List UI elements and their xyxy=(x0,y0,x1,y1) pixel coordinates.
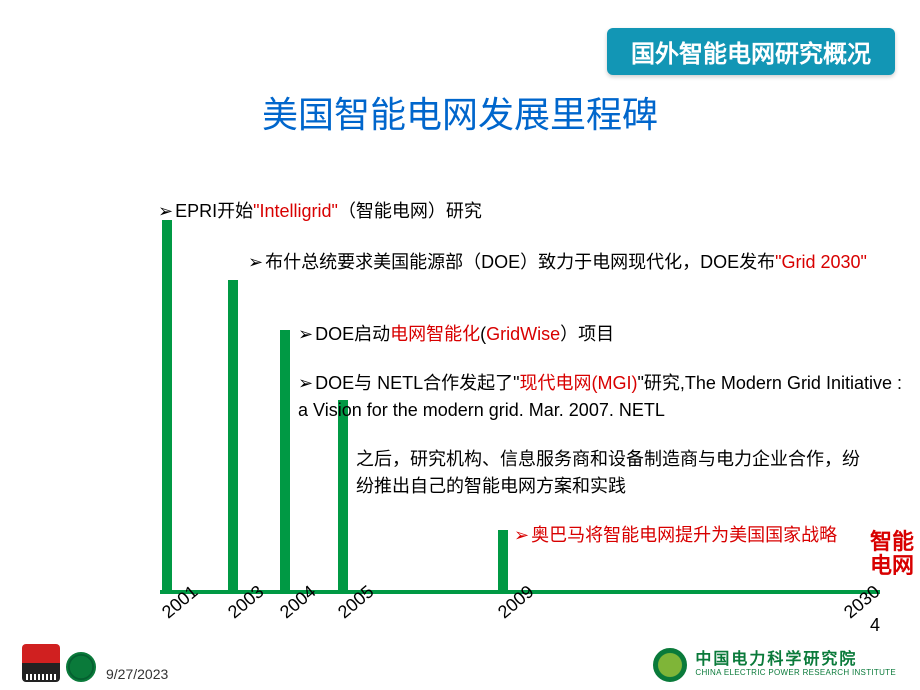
timeline-event: ➢EPRI开始"Intelligrid"（智能电网）研究 xyxy=(158,198,898,225)
bullet-arrow-icon: ➢ xyxy=(298,373,313,393)
timeline-event: ➢奥巴马将智能电网提升为美国国家战略 xyxy=(514,522,874,549)
footer-right: 中国电力科学研究院 CHINA ELECTRIC POWER RESEARCH … xyxy=(653,648,896,682)
timeline-event: ➢DOE与 NETL合作发起了"现代电网(MGI)"研究,The Modern … xyxy=(298,370,908,424)
event-text-segment: ）项目 xyxy=(560,324,614,344)
page-number: 4 xyxy=(870,615,880,636)
event-text-segment: DOE启动 xyxy=(315,324,390,344)
bullet-arrow-icon: ➢ xyxy=(158,201,173,221)
event-text-segment: "Intelligrid" xyxy=(253,201,338,221)
sgcc-logo-icon xyxy=(66,652,96,682)
event-text-segment: （智能电网）研究 xyxy=(338,201,482,221)
bullet-arrow-icon: ➢ xyxy=(298,324,313,344)
timeline-bar xyxy=(162,220,172,590)
event-text-segment: 布什总统要求美国能源部（DOE）致力于电网现代化，DOE发布 xyxy=(265,252,775,272)
event-text-segment: EPRI开始 xyxy=(175,201,253,221)
cepri-name-cn: 中国电力科学研究院 xyxy=(695,652,896,669)
timeline-end-label: 智能 电网 xyxy=(870,530,914,578)
footer-date: 9/27/2023 xyxy=(106,666,168,682)
timeline-event: 之后，研究机构、信息服务商和设备制造商与电力企业合作，纷纷推出自己的智能电网方案… xyxy=(356,446,876,500)
event-text-segment: GridWise xyxy=(486,324,560,344)
footer: 9/27/2023 中国电力科学研究院 CHINA ELECTRIC POWER… xyxy=(0,635,920,690)
bullet-arrow-icon: ➢ xyxy=(514,525,529,545)
event-text-segment: DOE与 NETL合作发起了" xyxy=(315,373,519,393)
footer-left: 9/27/2023 xyxy=(22,644,168,682)
timeline-bar xyxy=(498,530,508,590)
cepri-name-en: CHINA ELECTRIC POWER RESEARCH INSTITUTE xyxy=(695,669,896,677)
bullet-arrow-icon: ➢ xyxy=(248,252,263,272)
timeline-bar xyxy=(280,330,290,590)
timeline-event: ➢布什总统要求美国能源部（DOE）致力于电网现代化，DOE发布"Grid 203… xyxy=(248,249,888,276)
event-text-segment: "Grid 2030" xyxy=(775,252,867,272)
event-text-segment: 之后，研究机构、信息服务商和设备制造商与电力企业合作，纷纷推出自己的智能电网方案… xyxy=(356,449,860,496)
olympic-logo-icon xyxy=(22,644,60,682)
timeline-bar xyxy=(338,400,348,590)
timeline-event: ➢DOE启动电网智能化(GridWise）项目 xyxy=(298,321,898,348)
event-text-segment: 奥巴马将智能电网提升为美国国家战略 xyxy=(531,525,837,545)
header-pill: 国外智能电网研究概况 xyxy=(607,28,895,75)
cepri-logo-icon xyxy=(653,648,687,682)
timeline-bar xyxy=(228,280,238,590)
slide-title: 美国智能电网发展里程碑 xyxy=(0,86,920,138)
event-text-segment: 电网智能化 xyxy=(390,324,480,344)
event-text-segment: 现代电网(MGI) xyxy=(520,373,638,393)
